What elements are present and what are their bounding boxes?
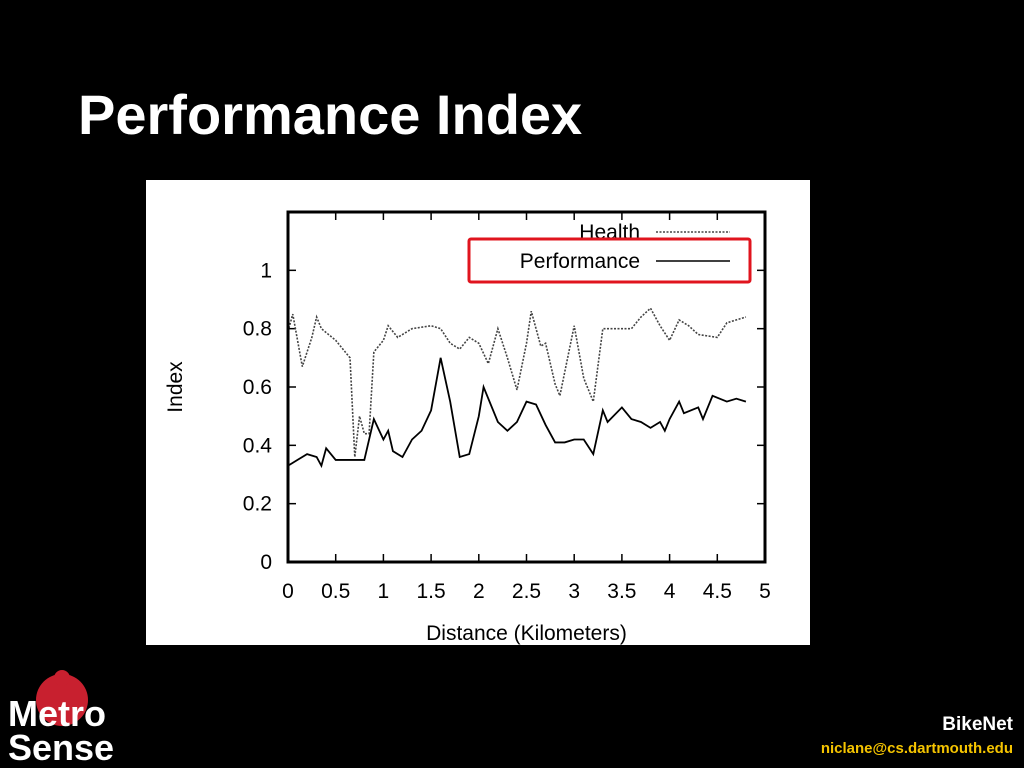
mask [470, 180, 770, 210]
legend-label: Performance [520, 250, 640, 273]
footer-email: niclane@cs.dartmouth.edu [821, 740, 1013, 757]
series-line [287, 306, 747, 458]
x-tick-label: 1 [378, 580, 390, 603]
y-axis-label: Index [164, 361, 187, 413]
logo-text: Sense [8, 727, 114, 768]
logo: Metro Sense [8, 670, 114, 768]
x-tick-label: 4 [664, 580, 676, 603]
x-tick-label: 4.5 [703, 580, 732, 603]
y-tick-label: 0.6 [243, 376, 272, 399]
chart-background [146, 180, 810, 645]
x-tick-label: 5 [759, 580, 771, 603]
y-tick-label: 0 [260, 551, 272, 574]
y-tick-label: 0.2 [243, 493, 272, 516]
slide-title: Performance Index [78, 83, 582, 146]
x-tick-label: 3 [568, 580, 580, 603]
x-tick-label: 0.5 [321, 580, 350, 603]
y-tick-label: 1 [260, 259, 272, 282]
x-axis-label: Distance (Kilometers) [426, 622, 627, 645]
logo-shape [36, 674, 88, 726]
logo-head [54, 670, 70, 686]
series-line [287, 357, 747, 469]
x-tick-label: 2 [473, 580, 485, 603]
x-tick-label: 1.5 [416, 580, 445, 603]
y-tick-label: 0.4 [243, 434, 273, 457]
footer-title: BikeNet [942, 714, 1013, 735]
x-tick-label: 0 [282, 580, 294, 603]
x-tick-label: 3.5 [607, 580, 636, 603]
highlight-box [467, 237, 752, 284]
x-tick-label: 2.5 [512, 580, 541, 603]
logo-text: Metro [8, 693, 106, 734]
legend-label: Health [579, 221, 640, 244]
y-tick-label: 0.8 [243, 318, 272, 341]
